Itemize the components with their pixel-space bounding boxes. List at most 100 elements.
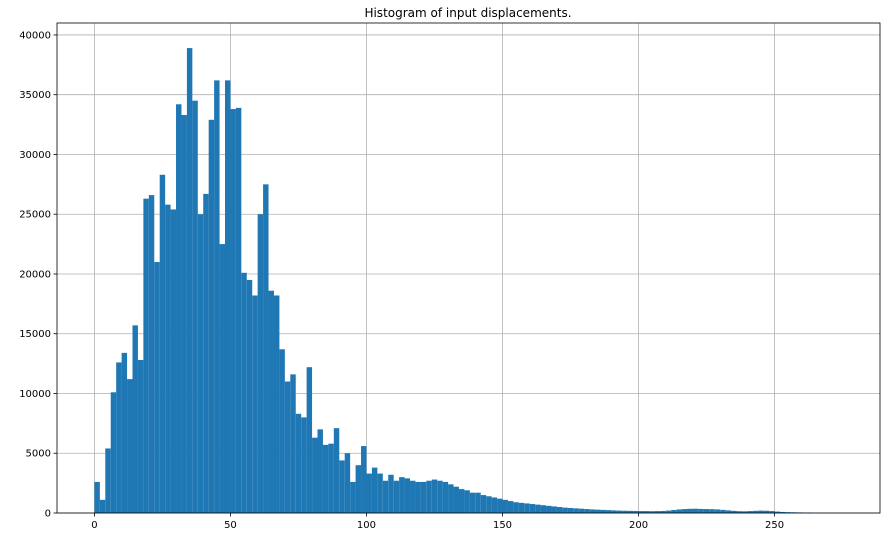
histogram-bar: [219, 244, 226, 513]
histogram-bar: [328, 443, 334, 513]
histogram-bar: [731, 510, 737, 513]
histogram-bar: [154, 262, 160, 513]
x-tick-label: 250: [765, 520, 784, 531]
histogram-bar: [758, 510, 764, 513]
histogram-bar: [507, 501, 514, 513]
histogram-bar: [605, 510, 612, 513]
histogram-bar: [246, 279, 253, 513]
histogram-bar: [350, 481, 356, 513]
histogram-bar: [741, 511, 748, 513]
histogram-bar: [780, 511, 786, 513]
histogram-bar: [491, 497, 498, 513]
histogram-bar: [529, 504, 536, 513]
histogram-bar: [464, 490, 470, 513]
histogram-bar: [643, 511, 650, 513]
histogram-bar: [682, 509, 688, 513]
histogram-bar: [524, 503, 530, 513]
histogram-bar: [404, 478, 411, 513]
histogram-bar: [268, 290, 274, 513]
histogram-bar: [176, 104, 182, 513]
histogram-bar: [698, 508, 704, 513]
histogram-bar: [257, 214, 264, 513]
histogram-bar: [703, 509, 710, 513]
histogram-bar: [736, 511, 742, 513]
histogram-bar: [578, 508, 585, 513]
histogram-bar: [252, 295, 258, 513]
histogram-bar: [208, 119, 215, 514]
histogram-bar: [339, 460, 345, 513]
y-tick-label: 40000: [19, 30, 51, 41]
histogram-bar: [714, 509, 721, 513]
histogram-bar: [649, 511, 655, 513]
histogram-bar: [312, 437, 318, 513]
histogram-bar: [284, 381, 291, 513]
histogram-bar: [127, 379, 133, 513]
histogram-bar: [371, 467, 378, 513]
y-tick-label: 10000: [19, 389, 51, 400]
histogram-bar: [595, 509, 601, 513]
histogram-bar: [654, 511, 661, 513]
y-tick-label: 15000: [19, 329, 51, 340]
histogram-bar: [638, 511, 644, 513]
y-axis: 0 5000 10000 15000 20000 25000 30000 35000 40000: [19, 30, 57, 520]
histogram-bar: [747, 511, 753, 513]
histogram-bar: [203, 193, 209, 513]
histogram-bar: [393, 480, 400, 513]
histogram-bar: [535, 504, 541, 513]
x-tick-label: 100: [357, 520, 376, 531]
y-tick-label: 5000: [26, 449, 51, 460]
x-tick-label: 0: [91, 520, 97, 531]
histogram-bar: [388, 474, 394, 513]
histogram-bar: [692, 508, 699, 513]
histogram-bar: [448, 484, 454, 513]
histogram-bar: [322, 444, 329, 513]
histogram-bar: [301, 417, 307, 513]
histogram-bar: [235, 107, 242, 513]
histogram-bar: [513, 502, 519, 513]
histogram-bar: [611, 510, 617, 513]
histogram-bar: [567, 507, 574, 513]
histogram-bar: [584, 509, 590, 513]
histogram-bar: [165, 204, 171, 513]
histogram-bar: [382, 480, 389, 513]
histogram-bar: [148, 195, 155, 513]
histogram-bar: [333, 428, 340, 513]
histogram-bar: [317, 429, 323, 513]
histogram-bar: [687, 508, 693, 513]
y-tick-label: 0: [45, 509, 51, 520]
histogram-bar: [105, 448, 111, 513]
histogram-bar: [116, 362, 122, 513]
histogram-bar: [551, 506, 557, 513]
histogram-bar: [361, 446, 367, 513]
histogram-bar: [214, 80, 220, 514]
histogram-bar: [197, 214, 204, 513]
histogram-bar: [671, 510, 677, 513]
histogram-bar: [99, 499, 106, 513]
histogram-bar: [725, 510, 732, 513]
histogram-bar: [486, 496, 492, 513]
histogram-bar: [279, 349, 285, 513]
histogram-bar: [94, 481, 100, 513]
histogram-bar: [556, 507, 563, 513]
histogram-bar: [344, 453, 351, 513]
histogram-bar: [709, 509, 715, 513]
histogram-bar: [241, 272, 247, 513]
histogram-bar: [502, 499, 508, 513]
chart-title: Histogram of input displacements.: [364, 6, 571, 20]
y-tick-label: 35000: [19, 90, 51, 101]
histogram-bar: [186, 48, 193, 513]
x-tick-label: 50: [224, 520, 237, 531]
histogram-bar: [431, 479, 438, 513]
histogram-bar: [437, 480, 443, 513]
plot-frame: [56, 22, 881, 514]
histogram-bar: [774, 511, 781, 513]
histogram-bar: [121, 352, 128, 513]
histogram-bar: [616, 510, 623, 513]
histogram-bar: [589, 509, 596, 513]
y-tick-label: 30000: [19, 150, 51, 161]
histogram-bar: [263, 184, 269, 513]
histogram-bar: [159, 174, 166, 513]
histogram-bar: [295, 413, 302, 513]
histogram-bar: [225, 80, 231, 514]
